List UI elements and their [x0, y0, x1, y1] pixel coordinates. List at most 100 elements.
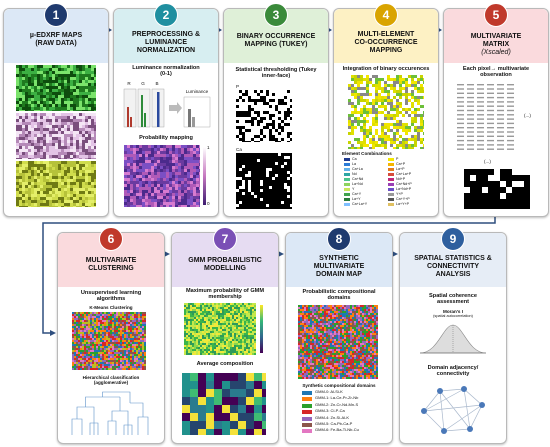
pixel: [142, 157, 145, 160]
pixel: [88, 125, 91, 128]
pixel: [181, 202, 184, 205]
pixel: [245, 168, 248, 171]
pixel: [112, 356, 114, 358]
pixel: [88, 346, 90, 348]
pixel: [224, 307, 226, 309]
pixel: [108, 342, 110, 344]
pixel: [281, 177, 284, 180]
pixel: [254, 192, 257, 195]
pixel: [275, 189, 278, 192]
pixel: [74, 342, 76, 344]
pixel: [142, 346, 144, 348]
pixel: [73, 125, 76, 128]
pixel: [278, 90, 281, 93]
pixel: [28, 173, 31, 176]
pixel: [78, 364, 80, 366]
pixel: [269, 90, 272, 93]
pixel: [124, 160, 127, 163]
pixel: [254, 96, 257, 99]
pixel: [390, 78, 393, 81]
pixel: [372, 75, 375, 78]
pixel: [290, 189, 292, 192]
pixel: [76, 71, 79, 74]
pixel: [85, 191, 88, 194]
pixel: [16, 86, 19, 89]
pixel: [178, 202, 181, 205]
pixel: [387, 147, 390, 149]
pixel: [399, 123, 402, 126]
pixel: [46, 77, 49, 80]
pixel: [169, 202, 172, 205]
step-title: PREPROCESSING &: [131, 31, 201, 38]
pixel: [61, 110, 64, 111]
pixel: [278, 165, 281, 168]
matrix-cell: [477, 135, 484, 137]
pixel: [242, 132, 245, 135]
pixel: [94, 176, 96, 179]
pixel: [290, 96, 292, 99]
pixel: [106, 346, 108, 348]
pixel: [194, 321, 196, 323]
pixel: [212, 307, 214, 309]
pixel: [73, 203, 76, 206]
pixel: [151, 151, 154, 154]
pixel: [194, 303, 196, 305]
pixel: [74, 364, 76, 366]
pixel: [181, 145, 184, 148]
pixel: [423, 102, 424, 105]
pixel: [252, 303, 254, 305]
pixel: [76, 188, 79, 191]
pixel: [375, 108, 378, 111]
pixel: [22, 206, 25, 207]
pixel: [166, 166, 169, 169]
pixel: [220, 313, 222, 315]
pixel: [86, 320, 88, 322]
pixel: [88, 131, 91, 134]
pixel: [500, 193, 506, 199]
pixel: [144, 358, 146, 360]
pixel: [70, 119, 73, 122]
pixel: [72, 322, 74, 324]
pixel: [22, 191, 25, 194]
pixel: [175, 154, 178, 157]
pixel: [244, 323, 246, 325]
pixel: [269, 174, 272, 177]
pixel: [120, 338, 122, 340]
pixel: [112, 330, 114, 332]
pixel: [102, 354, 104, 356]
matrix-cell: [497, 114, 504, 116]
pixel: [55, 191, 58, 194]
pixel: [239, 189, 242, 192]
pixel: [405, 96, 408, 99]
pixel: [122, 324, 124, 326]
pixel: [482, 181, 488, 187]
pixel: [366, 78, 369, 81]
pixel: [144, 364, 146, 366]
pixel: [214, 305, 216, 307]
pixel: [244, 313, 246, 315]
pixel: [196, 184, 199, 187]
pixel: [124, 169, 127, 172]
pixel: [384, 111, 387, 114]
hist-bar: [144, 113, 146, 127]
pixel: [239, 180, 242, 183]
pixel: [91, 128, 94, 131]
pixel: [275, 198, 278, 201]
pixel: [257, 141, 260, 142]
pixel: [34, 194, 37, 197]
pixel: [245, 93, 248, 96]
pixel: [263, 99, 266, 102]
pixel: [254, 141, 257, 142]
pixel: [110, 362, 112, 364]
pixel: [408, 87, 411, 90]
pixel: [402, 111, 405, 114]
pixel: [120, 324, 122, 326]
pixel: [290, 168, 292, 171]
pixel: [132, 314, 134, 316]
pixel: [163, 160, 166, 163]
pixel: [390, 135, 393, 138]
pixel: [360, 120, 363, 123]
pixel: [351, 135, 354, 138]
pixel: [124, 202, 127, 205]
pixel: [55, 116, 58, 119]
